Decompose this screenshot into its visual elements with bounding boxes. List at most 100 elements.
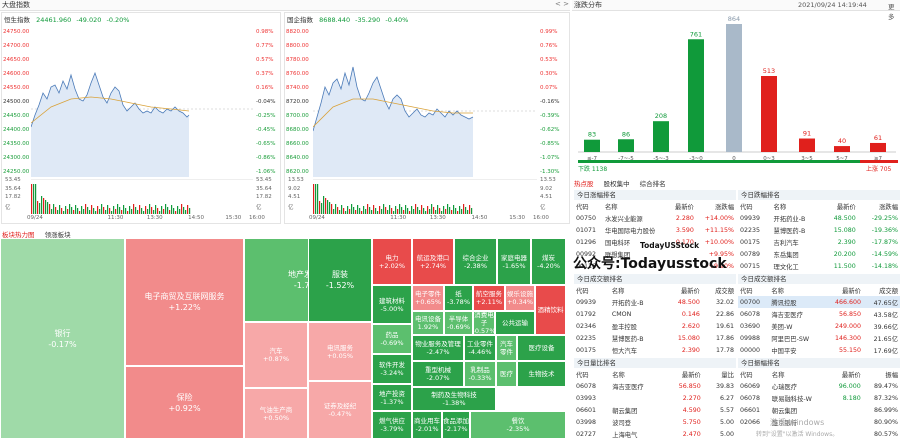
- heatmap-tile[interactable]: 建筑材料 -5.00%: [372, 285, 412, 324]
- heatmap-tile[interactable]: 航空服务 +2.11%: [473, 285, 505, 311]
- ranking-row[interactable]: 06069 心瑞医疗 96.000 89.47%: [738, 380, 900, 392]
- ranking-cell: 39.83: [715, 382, 734, 390]
- ranking-row[interactable]: 00750 水发兴业能源 2.280 +14.00%: [574, 212, 736, 224]
- ranking-row[interactable]: 02235 慧博医药-B 15.080 -19.36%: [738, 224, 900, 236]
- hs-vol-left-label: 35.64: [5, 185, 21, 192]
- tab-heatmap[interactable]: 板块热力图: [2, 231, 35, 239]
- ranking-row[interactable]: 06078 联易融科技-W 8.180 87.32%: [738, 392, 900, 404]
- tab-leading-sectors[interactable]: 领涨板块: [44, 231, 71, 239]
- heatmap-tile[interactable]: 服装 -1.52%: [308, 238, 372, 322]
- distribution-bar[interactable]: [726, 24, 742, 152]
- distribution-bar[interactable]: [834, 146, 850, 152]
- heatmap-tile[interactable]: 生物技术: [517, 361, 566, 387]
- heatmap-tile[interactable]: 医疗设备: [517, 335, 566, 361]
- heatmap-tile[interactable]: 餐饮 -2.35%: [470, 411, 566, 439]
- distribution-category-label: ≥7: [874, 156, 883, 162]
- ranking-row[interactable]: 02727 上海电气 2.470 5.00: [574, 428, 736, 440]
- gq-vol-right-label: 9.02: [540, 185, 553, 192]
- ranking-table: 代码 名称 最新价 成交额 00700 腾讯控股 466.600 47.65亿 06078 海吉亚…: [738, 285, 900, 356]
- heatmap-tile[interactable]: 保险 +0.92%: [125, 366, 244, 439]
- ranking-row[interactable]: 09988 阿里巴巴-SW 146.300 21.65亿: [738, 332, 900, 344]
- ranking-row[interactable]: 80.57%: [738, 428, 900, 440]
- heatmap-tile[interactable]: 乳制品 -0.33%: [464, 361, 496, 387]
- ranking-cell: 3.590: [675, 226, 694, 234]
- heatmap-tile[interactable]: 航运及港口 +2.74%: [412, 238, 454, 285]
- heatmap-tile[interactable]: 电力 +2.02%: [372, 238, 412, 285]
- ranking-row[interactable]: 02235 慧博医药-B 15.080 17.86: [574, 332, 736, 344]
- heatmap-tile[interactable]: 半导体 -0.69%: [444, 311, 473, 335]
- heatmap-tile[interactable]: 汽车零件: [496, 335, 517, 361]
- ranking-row[interactable]: 03690 美团-W 249.000 39.66亿: [738, 320, 900, 332]
- heatmap-tile[interactable]: 重型机械 -2.07%: [412, 361, 464, 387]
- ranking-row[interactable]: 02066 盛京银行 80.90%: [738, 416, 900, 428]
- ranking-cell: +10.00%: [704, 238, 734, 246]
- heatmap-tile[interactable]: 纸 -3.78%: [444, 285, 473, 311]
- hs-time-label: 15:30: [225, 215, 242, 221]
- heatmap-tile[interactable]: 物业服务及管理 -2.47%: [412, 335, 464, 361]
- distribution-chart: 83 ≤-7 86 -7~-5 208 -5~-3 761 -3~0 864 0 513 0~3 91 3…: [578, 15, 896, 162]
- ranking-row[interactable]: 01296 国电科环 0.170 +10.00%: [574, 236, 736, 248]
- ranking-row[interactable]: 00715 理文化工 11.500 -14.18%: [738, 260, 900, 272]
- heatmap-tile[interactable]: 地产投资 -1.37%: [372, 384, 412, 411]
- distribution-bar[interactable]: [761, 76, 777, 152]
- ranking-row[interactable]: 00175 恒大汽车 2.390 17.78: [574, 344, 736, 356]
- tab-equity-concentration[interactable]: 股权集中: [603, 180, 630, 188]
- heatmap-tile[interactable]: 燃气供应 -3.79%: [372, 411, 412, 439]
- ranking-row[interactable]: 06078 海吉亚医疗 56.850 43.58亿: [738, 308, 900, 320]
- ranking-cell: 朝云集团: [612, 407, 638, 415]
- heatmap-tile[interactable]: 电子商贸及互联网服务 +1.22%: [125, 238, 244, 366]
- heatmap-tile[interactable]: 医疗: [496, 361, 517, 387]
- ranking-row[interactable]: 06601 朝云集团 86.99%: [738, 404, 900, 416]
- ranking-row[interactable]: 03993 2.270 6.27: [574, 392, 736, 404]
- heatmap-tile[interactable]: 综合企业 -2.38%: [454, 238, 497, 285]
- heatmap-tile[interactable]: 工业零件 -4.46%: [464, 335, 496, 361]
- heatmap-tile[interactable]: 煤炭 -4.20%: [531, 238, 566, 285]
- ranking-row[interactable]: 01792 CMON 0.146 22.86: [574, 308, 736, 320]
- ranking-row[interactable]: 00116 +9.90%: [574, 260, 736, 272]
- hscei-index-chart[interactable]: 国企指数 8688.440 -35.290 -0.40% 8820.00 8800…: [284, 12, 570, 224]
- heatmap-tile[interactable]: 汽车 +0.87%: [244, 322, 308, 388]
- ranking-cell: 中国平安: [771, 347, 797, 355]
- heatmap-tile[interactable]: 公共运输: [495, 311, 535, 335]
- heatmap-tile[interactable]: 电子零件 +0.65%: [412, 285, 444, 311]
- heatmap-tile[interactable]: 家庭电器 -1.65%: [497, 238, 531, 285]
- heatmap-tile[interactable]: 娱乐设施 +0.34%: [505, 285, 535, 311]
- ranking-row[interactable]: 00700 腾讯控股 466.600 47.65亿: [738, 296, 900, 308]
- heatmap-tile[interactable]: 气油生产商 +0.50%: [244, 388, 308, 439]
- ranking-row[interactable]: 00000 中国平安 55.150 17.69亿: [738, 344, 900, 356]
- tab-hot-stocks[interactable]: 热点股: [574, 180, 594, 188]
- more-link[interactable]: 更多: [888, 3, 895, 21]
- heatmap-tile[interactable]: 药品 -0.69%: [372, 324, 412, 354]
- heatmap-tile[interactable]: 电讯服务 +0.05%: [308, 322, 372, 381]
- heatmap-tile[interactable]: 酒精饮料: [535, 285, 566, 335]
- ranking-row[interactable]: 06601 朝云集团 4.590 5.57: [574, 404, 736, 416]
- ranking-row[interactable]: 09939 开拓药业-B 48.500 32.02: [574, 296, 736, 308]
- heatmap-tile[interactable]: 软件开发 -3.24%: [372, 354, 412, 384]
- heatmap-tile[interactable]: 电讯设备 1.92%: [412, 311, 444, 335]
- ranking-row[interactable]: 09939 开拓药业-B 48.500 -29.25%: [738, 212, 900, 224]
- distribution-bar[interactable]: [584, 139, 600, 152]
- heatmap-tile[interactable]: 商业用车 -2.01%: [412, 411, 442, 439]
- distribution-bar[interactable]: [799, 138, 815, 152]
- hs-index-chart[interactable]: 恒生指数 24461.960 -49.020 -0.20% 24750.00 24…: [1, 12, 281, 224]
- ranking-row[interactable]: 00992 联想集团 +9.95%: [574, 248, 736, 260]
- ranking-row[interactable]: 03998 波司登 5.750 5.00: [574, 416, 736, 428]
- distribution-bar[interactable]: [870, 142, 886, 152]
- ranking-row[interactable]: 00175 吉利汽车 2.390 -17.87%: [738, 236, 900, 248]
- distribution-bar[interactable]: [618, 139, 634, 152]
- ranking-row[interactable]: 02346 盈丰控股 2.620 19.61: [574, 320, 736, 332]
- heatmap-tile[interactable]: 制药及生物科技 -1.38%: [412, 387, 496, 411]
- ranking-cell: 03998: [576, 418, 597, 426]
- heatmap-tile[interactable]: 消费电子 -0.57%: [473, 311, 495, 335]
- ranking-row[interactable]: 06078 海吉亚医疗 56.850 39.83: [574, 380, 736, 392]
- ranking-row[interactable]: 00789 东岳集团 20.200 -14.59%: [738, 248, 900, 260]
- distribution-bar[interactable]: [688, 39, 704, 152]
- tab-overall-ranking[interactable]: 综合排名: [639, 180, 666, 188]
- heatmap-tile[interactable]: 银行 -0.17%: [0, 238, 125, 439]
- distribution-bar[interactable]: [653, 121, 669, 152]
- heatmap-tile[interactable]: 食品添加 -2.17%: [442, 411, 470, 439]
- ranking-cell: 39.66亿: [873, 323, 898, 331]
- ranking-row[interactable]: 01071 华电国际电力股份 3.590 +11.15%: [574, 224, 736, 236]
- nav-arrows[interactable]: < >: [555, 0, 569, 8]
- heatmap-tile[interactable]: 证券及经纪 -0.47%: [308, 381, 372, 439]
